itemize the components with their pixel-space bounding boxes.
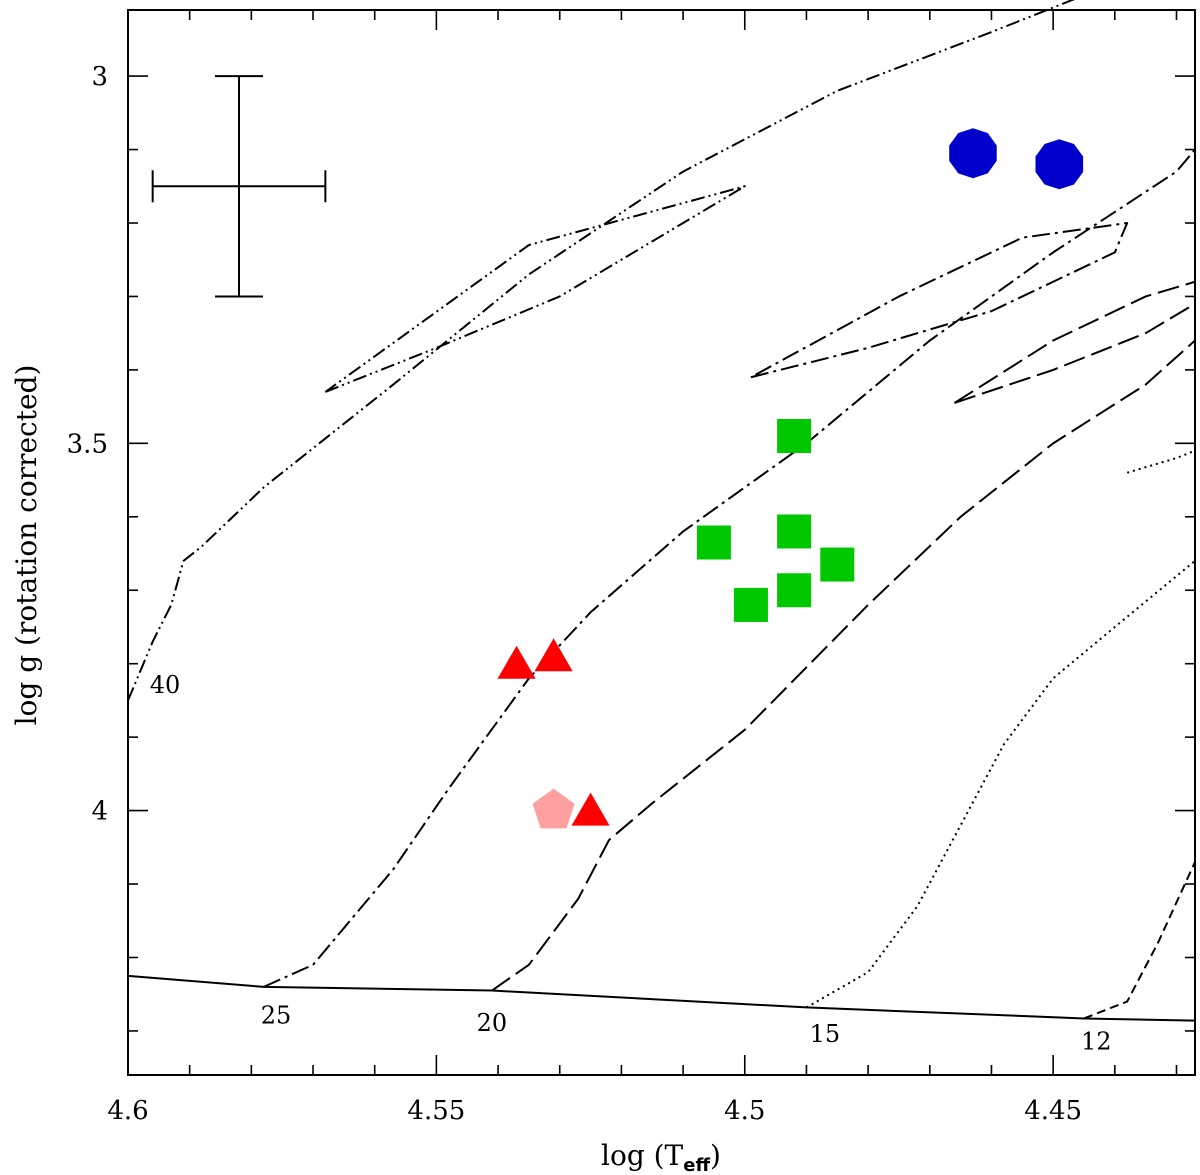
track-line (953, 280, 1196, 404)
y-axis-title: log g (rotation corrected) (10, 365, 43, 726)
axis-ticks (127, 10, 1195, 1075)
y-tick-label: 3.5 (67, 429, 108, 459)
track-line (1126, 449, 1196, 474)
plot-frame (127, 9, 1196, 1076)
track-line (954, 302, 1196, 404)
circle-marker (1035, 139, 1084, 190)
evolutionary-tracks: 40 25 20 15 12 (127, 0, 1196, 1055)
data-markers (497, 128, 1084, 829)
circle-marker (949, 128, 997, 179)
track-line (805, 560, 1196, 1009)
square-marker (777, 514, 812, 549)
track-line (324, 185, 746, 393)
zams-line (127, 974, 1196, 1022)
track-mass-label: 25 (261, 1002, 292, 1030)
track-mass-label: 15 (810, 1020, 841, 1048)
square-marker (777, 573, 812, 608)
y-tick-label: 4 (91, 797, 108, 827)
triangle-marker (534, 638, 573, 672)
track-mass-label: 20 (477, 1009, 508, 1037)
track-line (1083, 861, 1196, 1020)
track-line (750, 222, 1129, 379)
x-tick-label: 4.6 (107, 1096, 148, 1126)
triangle-marker (571, 792, 610, 826)
track-mass-label: 12 (1081, 1027, 1112, 1055)
square-marker (696, 525, 731, 560)
track-line (127, 0, 1075, 701)
x-axis-title: log (Teff) (601, 1139, 721, 1175)
track-line (263, 148, 1196, 988)
track-mass-label: 40 (150, 671, 181, 699)
axis-tick-labels: 4.6 4.55 4.5 4.45 3 3.5 4 (67, 62, 1082, 1126)
track-line (491, 339, 1196, 992)
square-marker (733, 587, 768, 622)
x-tick-label: 4.45 (1024, 1096, 1082, 1126)
x-tick-label: 4.5 (724, 1096, 765, 1126)
square-marker (777, 419, 812, 453)
x-tick-label: 4.55 (407, 1096, 465, 1126)
square-marker (820, 547, 855, 582)
y-tick-label: 3 (91, 62, 108, 92)
pentagon-marker (532, 788, 575, 829)
error-bar (151, 75, 327, 298)
triangle-marker (497, 645, 536, 679)
